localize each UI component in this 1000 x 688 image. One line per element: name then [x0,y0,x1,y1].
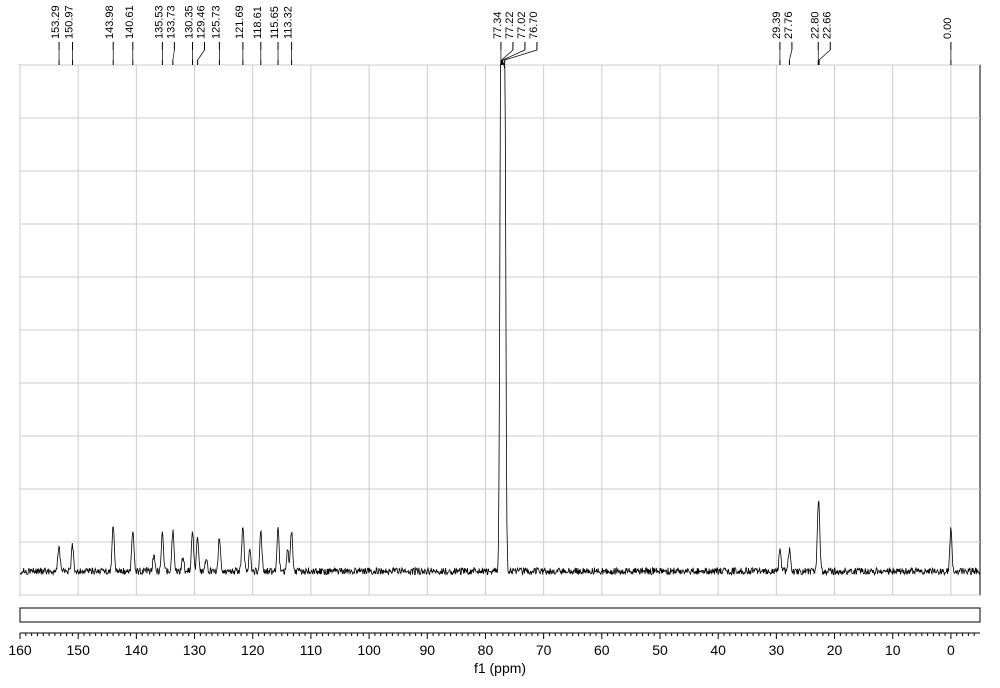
xaxis-tick-label: 20 [827,642,843,658]
xaxis-tick-label: 80 [478,642,494,658]
xaxis-tick-label: 50 [652,642,668,658]
peak-label: 153.29 [50,5,62,39]
peak-label: 133.73 [165,5,177,39]
spectrum-svg: 153.29150.97 143.98 140.61 135.53133.73 130.… [0,0,1000,688]
peak-label: 130.35 [184,5,196,39]
peak-label: 113.32 [283,6,295,39]
peak-label: 77.22 [504,11,516,39]
xaxis-tick-label: 60 [594,642,610,658]
xaxis-tick-label: 100 [357,642,381,658]
peak-label: 22.80 [809,11,821,39]
xaxis-tick-label: 90 [419,642,435,658]
xaxis-tick-label: 130 [183,642,207,658]
spectrum-trace [20,62,980,575]
xaxis-tick-label: 70 [536,642,552,658]
peak-label: 135.53 [153,5,165,39]
xaxis-tick-label: 30 [769,642,785,658]
nmr-spectrum-chart: 153.29150.97 143.98 140.61 135.53133.73 130.… [0,0,1000,688]
peak-label: 115.65 [269,6,281,39]
xaxis-title: f1 (ppm) [474,660,526,676]
peak-label: 129.46 [196,5,208,39]
peak-label: 29.39 [771,11,783,39]
peak-label: 143.98 [104,5,116,39]
peak-label: 125.73 [210,5,222,39]
peak-label: 77.02 [516,11,528,39]
xaxis-tick-label: 0 [947,642,955,658]
peak-label: 140.61 [124,5,136,39]
peak-label: 27.76 [783,11,795,39]
peak-label: 0.00 [942,18,954,39]
xaxis-tick-label: 140 [125,642,149,658]
peak-label: 150.97 [64,5,76,39]
xaxis-tick-label: 10 [885,642,901,658]
peak-label: 118.61 [252,6,264,39]
peak-label: 77.34 [492,11,504,39]
xaxis-tick-label: 110 [300,642,323,658]
xaxis-tick-label: 160 [8,642,32,658]
peak-label: 76.70 [528,11,540,39]
peak-label: 22.66 [821,11,833,39]
peak-label: 121.69 [234,5,246,39]
xaxis-tick-label: 40 [710,642,726,658]
xaxis-tick-label: 120 [241,642,265,658]
xaxis-tick-label: 150 [67,642,91,658]
